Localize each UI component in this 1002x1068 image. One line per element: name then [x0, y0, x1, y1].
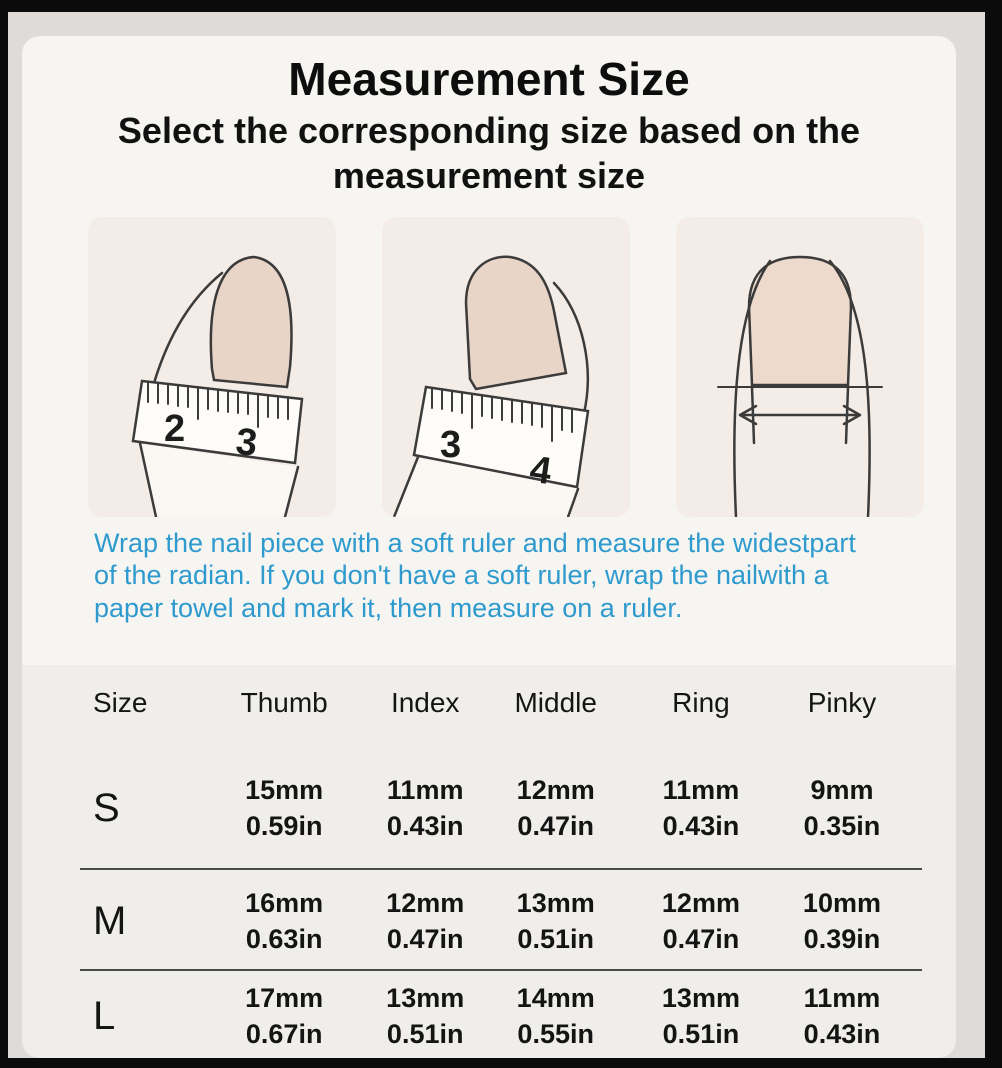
- size-cell: 14mm 0.55in: [516, 982, 595, 1049]
- instruction-line: paper towel and mark it, then measure on…: [94, 592, 683, 623]
- table-row-size-l: L 17mm 0.67in 13mm 0.51in 14mm 0.55in: [80, 968, 922, 1058]
- instruction-line: Wrap the nail piece with a soft ruler an…: [94, 527, 856, 558]
- column-header-index: Index: [390, 686, 460, 718]
- size-guide-card: Measurement Size Select the correspondin…: [22, 36, 956, 1058]
- nail-width-arrow-icon: [717, 255, 883, 517]
- size-cell: 11mm 0.43in: [662, 774, 740, 841]
- image-inner-margin: Measurement Size Select the correspondin…: [8, 12, 985, 1058]
- size-table-header: Size Thumb Index Middle Ring Pinky: [80, 665, 922, 719]
- ruler-number: 2: [164, 408, 185, 450]
- measurement-instructions: Wrap the nail piece with a soft ruler an…: [94, 527, 900, 624]
- size-cell: 12mm 0.47in: [386, 887, 465, 954]
- illustration-panel-3: [676, 216, 924, 517]
- size-label-m: M: [93, 898, 127, 943]
- size-cell: 11mm 0.43in: [803, 982, 881, 1049]
- table-row-size-m: M 16mm 0.63in 12mm 0.47in 13mm 0.51in: [80, 867, 922, 969]
- size-label-s: S: [93, 785, 120, 830]
- double-arrow: [738, 404, 862, 426]
- illustration-panel-2: 3 4: [382, 216, 630, 517]
- size-cell: 17mm 0.67in: [245, 982, 324, 1049]
- illustration-panel-1: 2 3: [88, 216, 336, 517]
- column-header-middle: Middle: [514, 686, 597, 718]
- size-cell: 16mm 0.63in: [245, 887, 324, 954]
- size-table: Size Thumb Index Middle Ring Pinky S 15m…: [80, 665, 922, 1058]
- size-table-section: Size Thumb Index Middle Ring Pinky S 15m…: [22, 664, 956, 1058]
- size-cell: 13mm 0.51in: [661, 982, 740, 1049]
- column-header-size: Size: [93, 686, 148, 718]
- instruction-line: of the radian. If you don't have a soft …: [94, 560, 829, 591]
- size-cell: 11mm 0.43in: [386, 774, 464, 841]
- size-cell: 9mm 0.35in: [803, 774, 881, 841]
- table-row-size-s: S 15mm 0.59in 11mm 0.43in 12mm 0.47in: [80, 719, 922, 868]
- ruler-number: 3: [440, 424, 461, 466]
- column-header-ring: Ring: [672, 686, 730, 718]
- ruler-number: 3: [234, 421, 259, 465]
- page-title: Measurement Size: [288, 53, 690, 105]
- finger-soft-ruler-icon: 2 3: [131, 255, 304, 517]
- size-cell: 12mm 0.47in: [516, 774, 595, 841]
- size-cell: 13mm 0.51in: [516, 887, 595, 954]
- column-header-thumb: Thumb: [240, 686, 328, 718]
- size-cell: 10mm 0.39in: [802, 887, 881, 954]
- size-label-l: L: [93, 993, 116, 1038]
- card-upper-section: Measurement Size Select the correspondin…: [22, 36, 956, 665]
- page-subtitle: Select the corresponding size based on t…: [117, 109, 861, 197]
- size-cell: 15mm 0.59in: [245, 774, 324, 841]
- illustration-row: 2 3 3 4: [88, 216, 956, 517]
- fingertip-soft-ruler-icon: 3 4: [392, 255, 590, 517]
- size-cell: 13mm 0.51in: [386, 982, 465, 1049]
- column-header-pinky: Pinky: [807, 686, 877, 718]
- size-cell: 12mm 0.47in: [661, 887, 740, 954]
